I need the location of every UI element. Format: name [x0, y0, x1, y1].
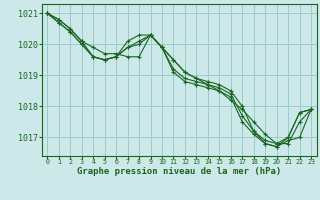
X-axis label: Graphe pression niveau de la mer (hPa): Graphe pression niveau de la mer (hPa) [77, 167, 281, 176]
